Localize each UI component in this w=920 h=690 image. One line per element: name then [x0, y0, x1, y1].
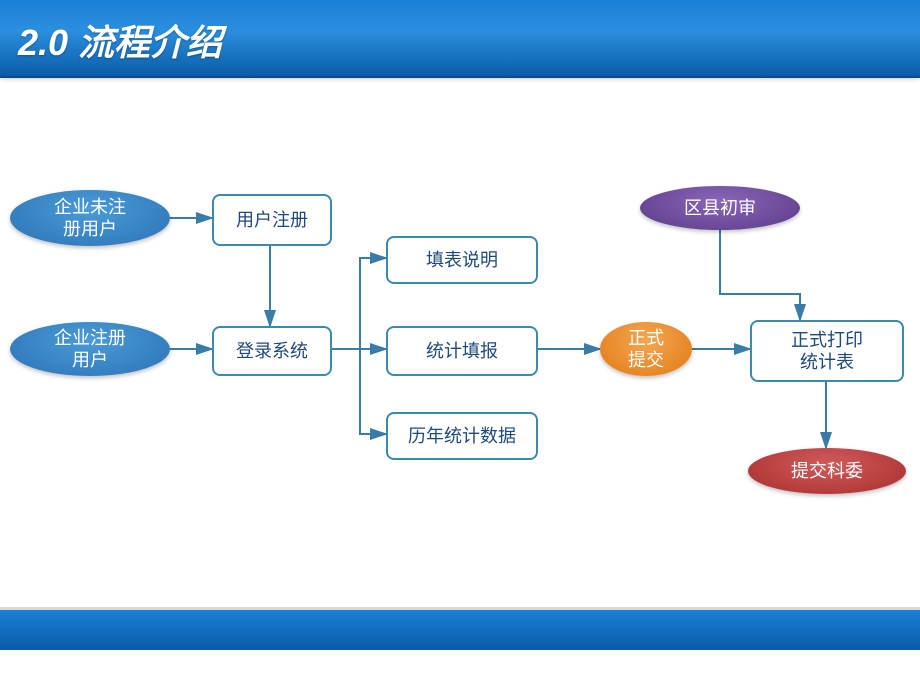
node-n_fill_desc: 填表说明: [386, 236, 538, 284]
flowchart-stage: 企业未注册用户企业注册用户 用户注册登录系统 填表说明统计填报历年统计数据 正式提交 区…: [0, 76, 920, 650]
node-n_hist: 历年统计数据: [386, 412, 538, 460]
node-n_register: 用户注册: [212, 194, 332, 246]
node-n_review: 区县初审: [640, 186, 800, 230]
node-n_print: 正式打印统计表: [750, 320, 904, 382]
slide-header: 2.0 流程介绍: [0, 0, 920, 76]
node-n_stat_fill: 统计填报: [386, 326, 538, 376]
node-n_login: 登录系统: [212, 326, 332, 376]
edge-n_review-n_print: [720, 230, 800, 320]
node-n_commit: 提交科委: [748, 448, 906, 494]
node-n_submit: 正式提交: [600, 322, 692, 376]
node-n_reg: 企业注册用户: [10, 322, 170, 376]
node-n_unreg: 企业未注册用户: [10, 190, 170, 246]
slide-title: 2.0 流程介绍: [0, 0, 920, 66]
slide-footer: [0, 610, 920, 650]
edge-fork-n_hist: [360, 349, 386, 434]
edge-fork-n_fill_desc: [360, 258, 386, 349]
